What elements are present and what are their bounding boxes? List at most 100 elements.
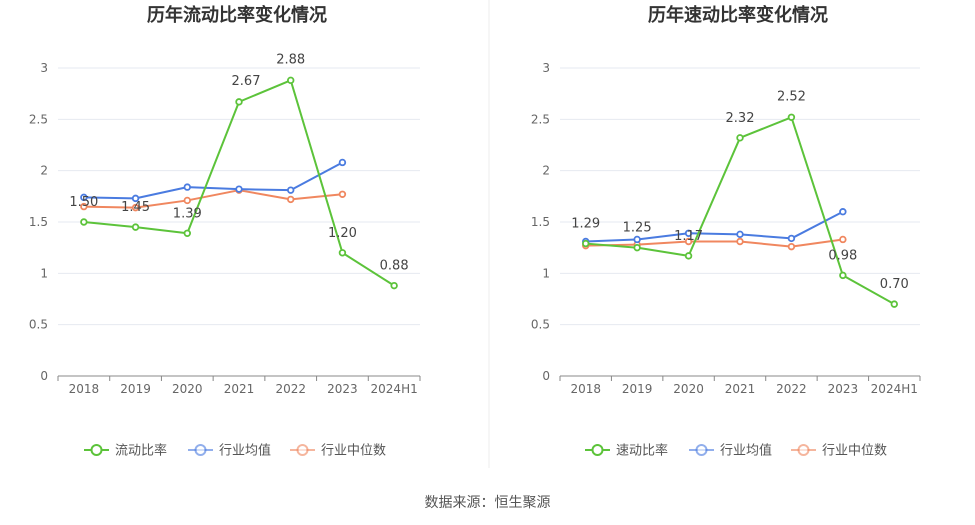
y-tick-label: 2 [40,164,48,178]
chart-panel-2: 历年速动比率变化情况 0 0.5 1 1.5 2 2.5 3 2018 2019 2020 2021 2… [531,4,921,459]
legend-swatch-marker [90,444,103,456]
data-point [839,271,847,280]
x-tick-label: 2021 [725,382,756,396]
data-point [633,243,641,252]
data-point [839,208,847,216]
y-tick-label: 1.5 [29,215,48,229]
x-tick-label: 2023 [327,382,358,396]
data-point [287,76,295,85]
data-label: 2.67 [232,74,261,89]
data-point [839,235,847,244]
y-tick-label: 3 [40,61,48,75]
data-label: 1.20 [328,226,357,241]
legend-item: 行业中位数 [791,444,887,459]
data-point [235,185,243,193]
y-tick-label: 2 [542,164,550,178]
y-tick-label: 0.5 [531,318,550,332]
series-line [585,210,844,243]
legend-item: 行业均值 [689,443,772,459]
data-label: 1.29 [571,217,600,232]
x-tick-label: 2019 [622,382,653,396]
data-point [131,223,140,231]
x-tick-label: 2021 [224,382,255,396]
x-tick-label: 2022 [275,382,306,396]
data-point [633,235,641,244]
y-tick-label: 0 [542,369,550,383]
x-tick-label: 2023 [828,382,859,396]
data-point [183,196,191,205]
y-tick-label: 2.5 [531,112,550,126]
data-label: 1.50 [69,195,98,210]
legend-label: 行业中位数 [321,444,386,459]
data-label: 2.32 [726,111,755,126]
x-tick-label: 2022 [776,382,807,396]
data-point [338,190,347,198]
series-main [80,76,398,290]
series-line [585,116,895,306]
x-tick-label: 2020 [172,382,203,396]
data-point [338,249,347,257]
series-line [83,161,343,200]
source-note: 数据来源：恒生聚源 [424,495,551,511]
data-point [80,193,88,202]
legend-label: 行业均值 [720,443,772,459]
legend-label: 行业中位数 [822,444,887,459]
data-label: 1.39 [173,206,202,221]
data-label: 2.88 [276,52,305,67]
data-label: 0.70 [880,277,909,292]
chart-title: 历年流动比率变化情况 [147,4,327,26]
data-label: 0.98 [828,248,857,263]
legend-item: 行业中位数 [290,444,386,459]
data-point [736,230,744,239]
legend-label: 速动比率 [616,443,668,459]
legend-item: 行业均值 [188,443,271,459]
x-tick-label: 2018 [570,382,601,396]
data-point [131,194,140,203]
x-tick-label: 2024H1 [871,382,918,396]
legend-swatch-marker [695,444,708,456]
data-label: 1.45 [121,200,150,215]
data-label: 1.25 [623,221,652,236]
series-line [83,79,395,287]
data-point [787,113,796,121]
data-point [684,252,693,260]
data-point [390,281,398,290]
series-industry-median [80,186,347,212]
data-point [287,186,295,194]
data-point [736,134,744,142]
data-point [338,158,347,167]
legend-swatch-marker [797,444,810,456]
series-industry-median [582,235,847,251]
data-point [582,239,590,248]
data-point [684,237,693,246]
series-main [582,113,898,308]
series-line [83,189,343,209]
y-tick-label: 0.5 [29,318,48,332]
chart-panel-1: 历年流动比率变化情况 0 0.5 1 1.5 2 2.5 3 2018 2019 2020 2021 2… [29,4,421,459]
data-point [787,242,796,251]
data-label: 0.88 [380,259,409,274]
x-tick-label: 2018 [69,382,100,396]
data-point [183,229,191,237]
legend-swatch-marker [296,444,309,456]
data-point [80,218,88,226]
legend-item: 流动比率 [84,443,167,459]
series-industry-mean [80,158,347,203]
legend-swatch-marker [591,444,604,456]
y-tick-label: 2.5 [29,112,48,126]
y-tick-label: 1 [40,266,48,280]
series-line [585,238,843,248]
data-point [287,195,295,204]
y-tick-label: 1.5 [531,215,550,229]
legend-swatch-marker [194,444,207,456]
chart-title: 历年速动比率变化情况 [648,4,828,26]
y-tick-label: 0 [40,369,48,383]
legend-label: 行业均值 [219,443,271,459]
x-tick-label: 2024H1 [371,382,418,396]
data-point [736,237,744,246]
x-tick-label: 2019 [120,382,151,396]
legend-item: 速动比率 [585,443,668,459]
data-label: 2.52 [777,89,806,104]
data-point [183,183,191,191]
data-label: 1.17 [674,229,703,244]
